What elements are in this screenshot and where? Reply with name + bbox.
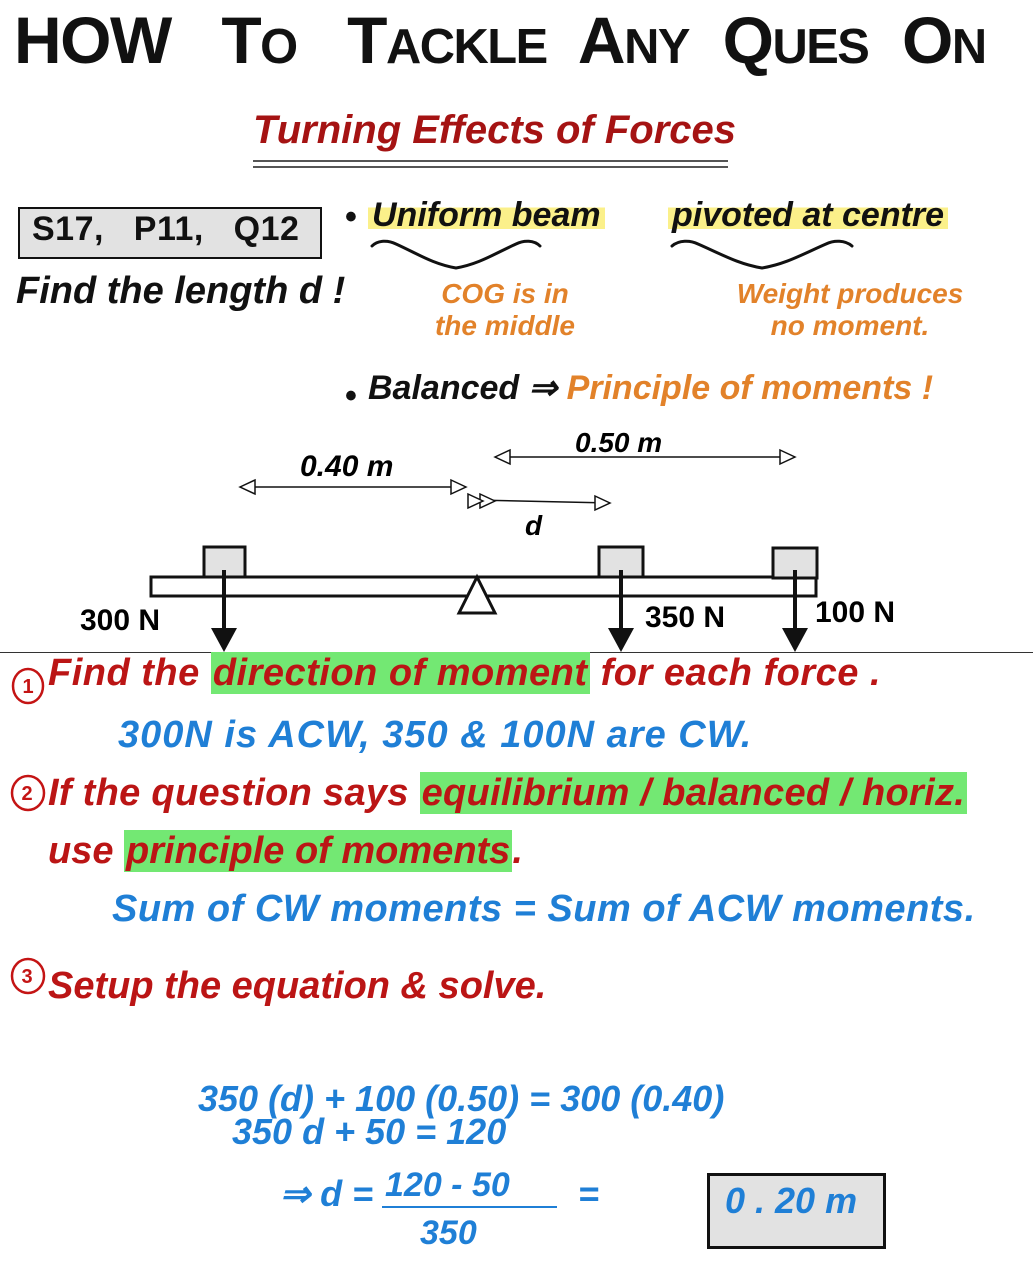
svg-text:0.40 m: 0.40 m (300, 450, 393, 483)
svg-text:d: d (525, 510, 543, 541)
svg-text:3: 3 (21, 966, 32, 988)
svg-text:100 N: 100 N (815, 596, 895, 629)
svg-text:350 N: 350 N (645, 601, 725, 634)
svg-text:1: 1 (22, 676, 33, 698)
svg-text:300 N: 300 N (80, 604, 160, 637)
svg-text:0.50 m: 0.50 m (575, 430, 662, 458)
svg-text:2: 2 (21, 783, 32, 805)
